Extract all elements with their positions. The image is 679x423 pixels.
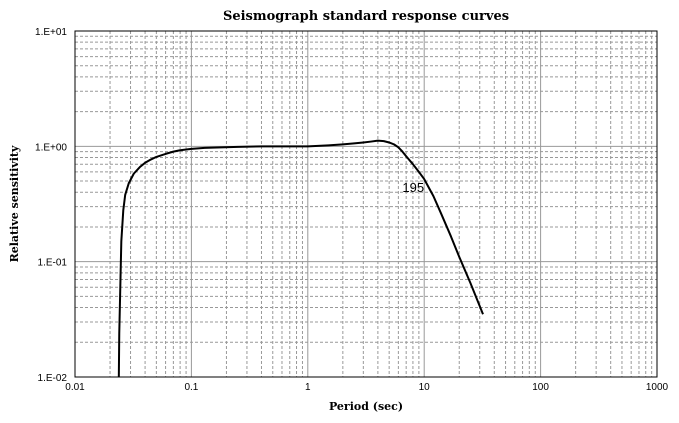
- series-line: [117, 139, 484, 378]
- x-axis-label: Period (sec): [329, 400, 403, 413]
- y-tick-label: 1.E-02: [38, 373, 68, 384]
- plot-area-frame: [74, 30, 658, 378]
- y-tick-label: 1.E-01: [38, 258, 68, 269]
- y-tick-labels: 1.E-02 1.E-01 1.E+00 1.E+01: [35, 27, 67, 384]
- y-tick-label: 1.E+00: [35, 142, 67, 153]
- grid-minor: [75, 31, 657, 377]
- x-tick-label: 100: [532, 382, 549, 393]
- annotations: 195: [402, 180, 424, 195]
- x-tick-label: 10: [419, 382, 431, 393]
- x-tick-label: 0.01: [65, 382, 85, 393]
- x-tick-label: 0.1: [184, 382, 198, 393]
- x-tick-label: 1: [305, 382, 311, 393]
- y-axis-label: Relative sensitivity: [8, 145, 21, 262]
- chart-title: Seismograph standard response curves: [223, 9, 509, 24]
- y-tick-label: 1.E+01: [35, 27, 67, 38]
- annotation-label: 195: [402, 180, 424, 195]
- x-tick-labels: 0.01 0.1 1 10 100 1000: [65, 382, 668, 393]
- x-tick-label: 1000: [646, 382, 669, 393]
- series-lines: [117, 139, 484, 378]
